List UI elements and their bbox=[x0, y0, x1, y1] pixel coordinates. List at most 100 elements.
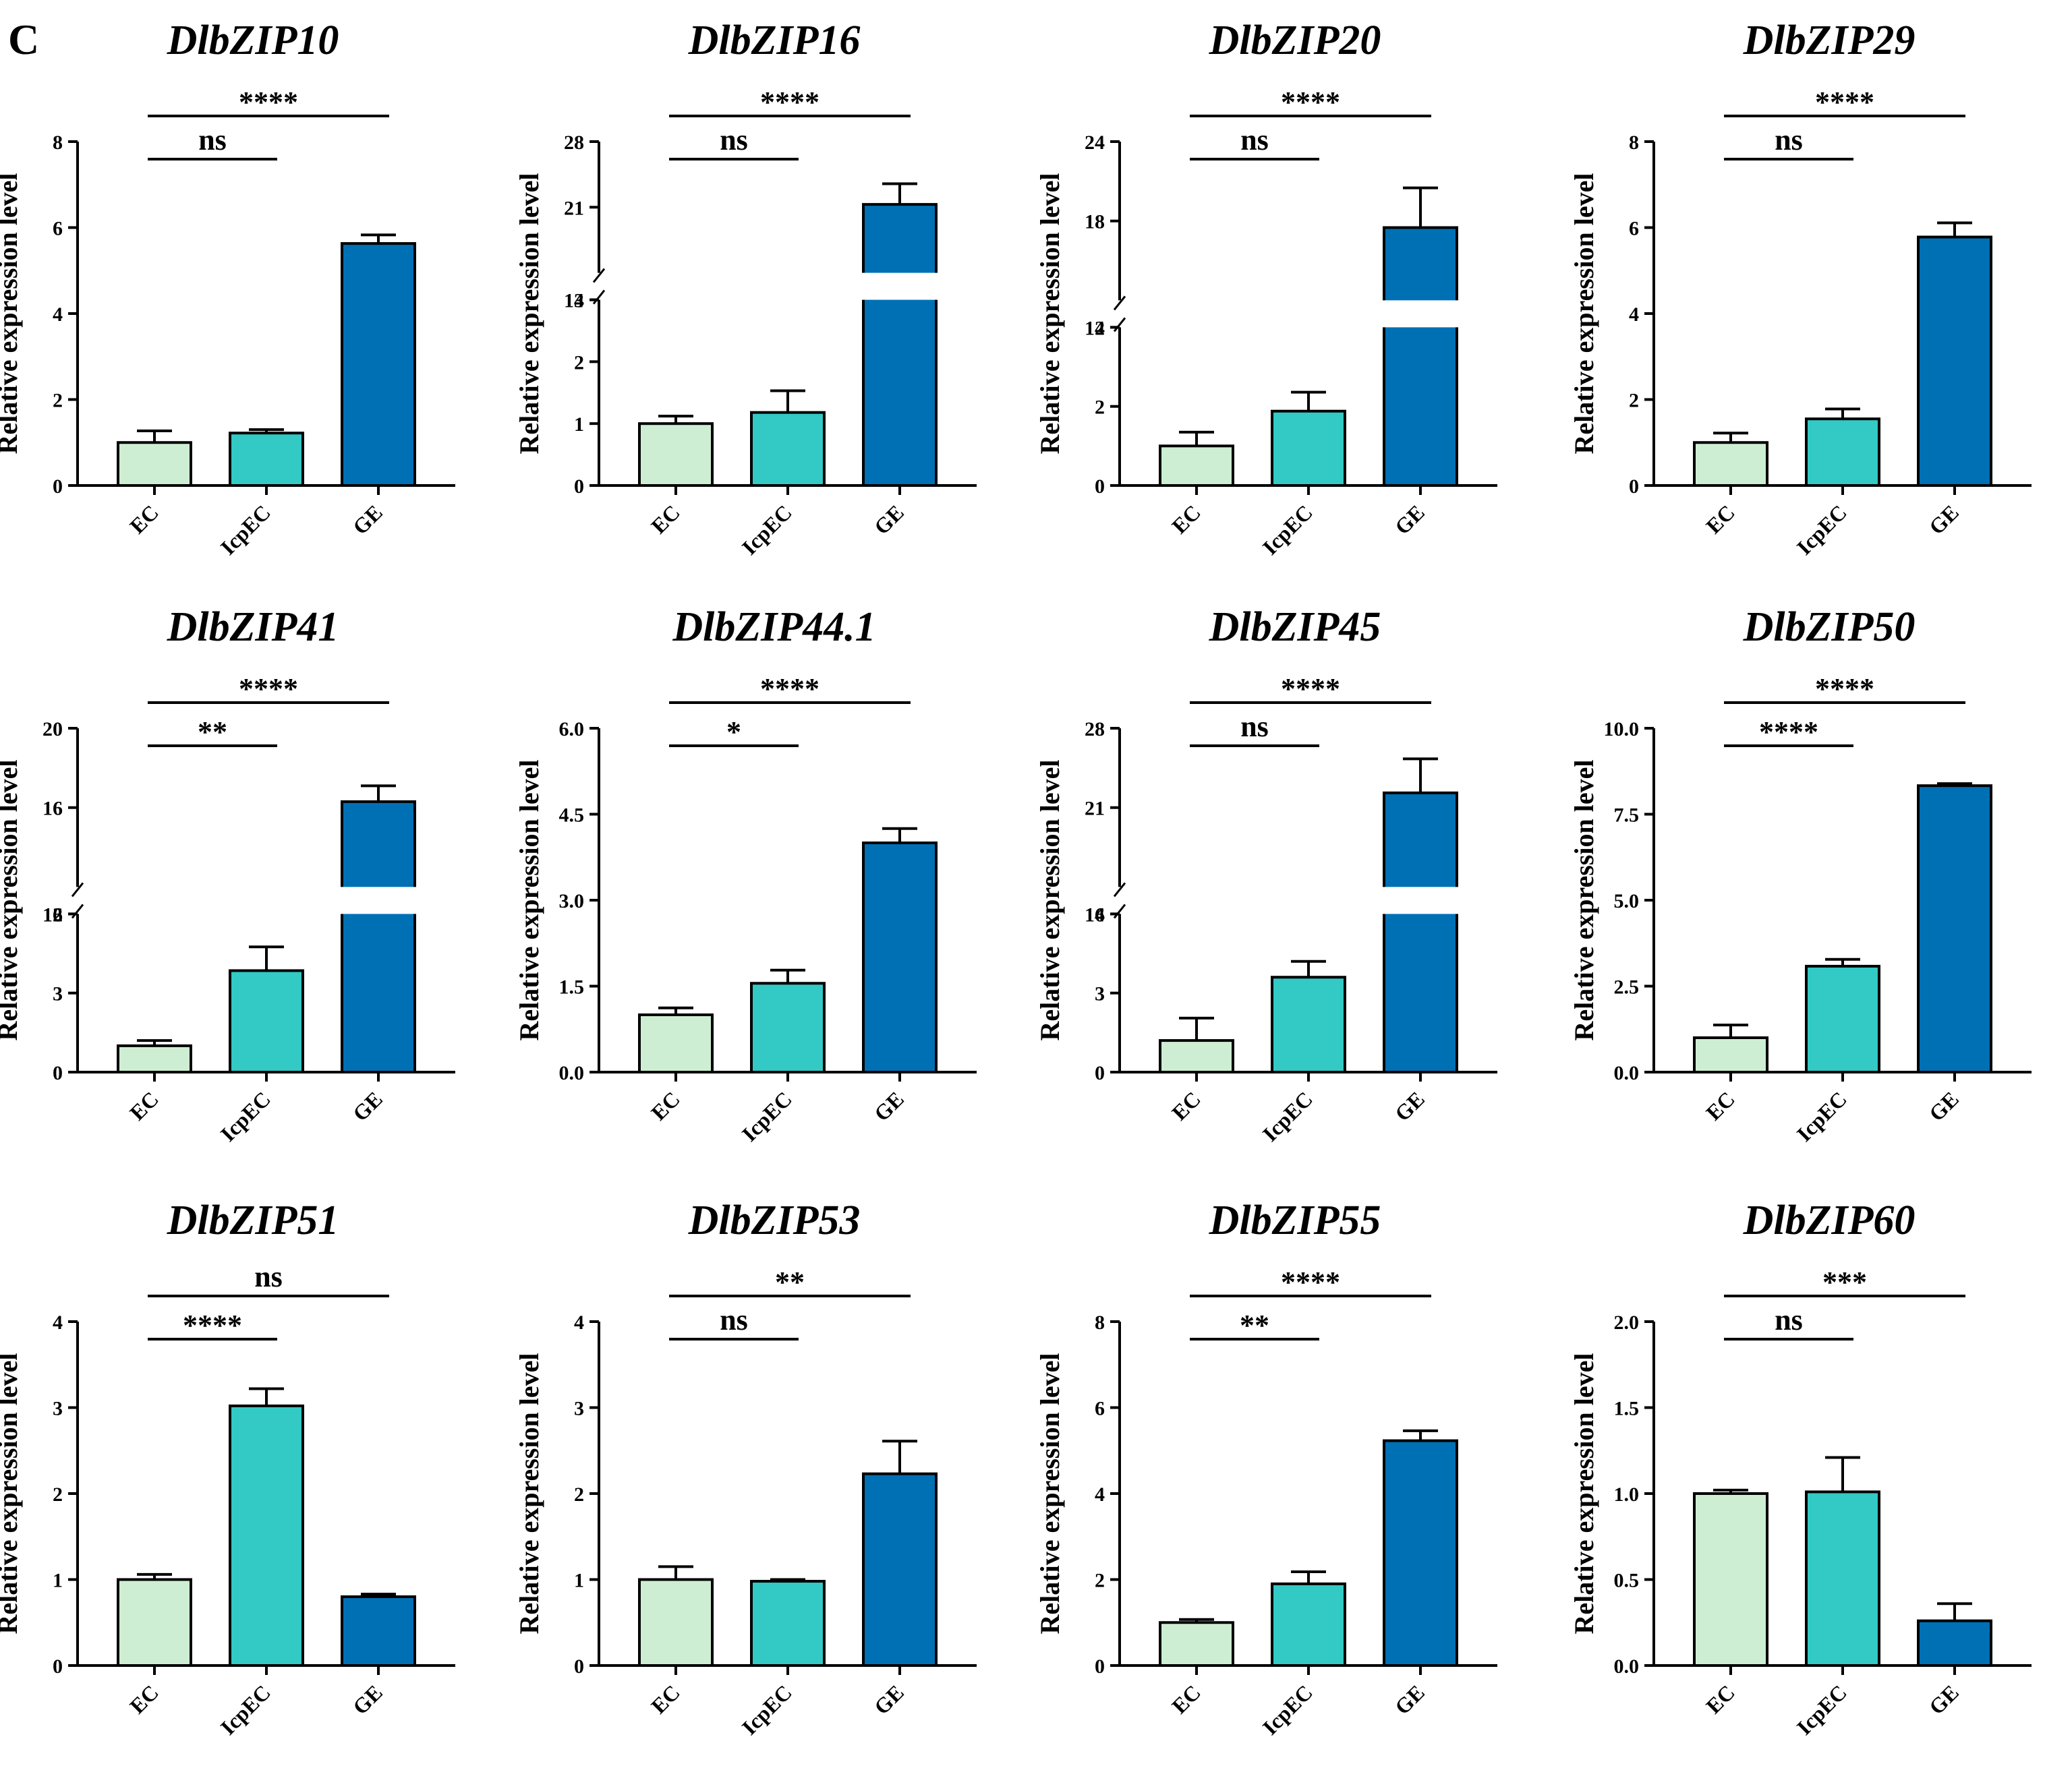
y-tick-label: 2.0 bbox=[1614, 1312, 1640, 1334]
bar-break-gap bbox=[1381, 887, 1460, 914]
chart-dlbzip41: DlbZIP41 Relative expression level 0 3 612 16… bbox=[0, 604, 455, 1146]
significance-label: **** bbox=[760, 672, 819, 705]
chart-dlbzip51: DlbZIP51 Relative expression level 0 1 2 3 4 EC… bbox=[0, 1198, 455, 1740]
y-tick-label: 3 bbox=[53, 1398, 63, 1420]
chart-dlbzip50: DlbZIP50 Relative expression level 0.0 2.5 5… bbox=[1569, 604, 2032, 1146]
y-tick-label: 21 bbox=[564, 197, 584, 219]
significance-label: **** bbox=[1759, 715, 1818, 748]
y-axis-label: Relative expression level bbox=[1035, 1353, 1065, 1634]
bar-ec bbox=[1693, 1492, 1768, 1667]
y-tick-label: 0 bbox=[574, 1655, 584, 1678]
y-tick-label: 4 bbox=[574, 1312, 584, 1334]
chart-title: DlbZIP50 bbox=[1743, 604, 1916, 650]
significance-label: ** bbox=[1240, 1309, 1269, 1342]
axis-break-mark bbox=[71, 904, 84, 919]
y-tick-label: 12 bbox=[1085, 317, 1105, 339]
chart-title: DlbZIP20 bbox=[1209, 18, 1381, 63]
bar-icpec bbox=[750, 1580, 826, 1668]
y-tick-label: 2 bbox=[1095, 1570, 1105, 1592]
y-tick-label: 16 bbox=[42, 798, 63, 820]
bar-icpec bbox=[750, 411, 826, 488]
x-tick-label: EC bbox=[1167, 1086, 1205, 1125]
bar-break-gap bbox=[861, 272, 939, 300]
bar-ge bbox=[862, 842, 938, 1073]
significance-label: *** bbox=[1822, 1266, 1867, 1299]
bar-ec bbox=[117, 1044, 192, 1074]
bar-ge bbox=[1383, 226, 1458, 487]
x-tick-label: IcpEC bbox=[216, 1680, 275, 1739]
bar-ge bbox=[1383, 1439, 1458, 1667]
y-tick-label: 0 bbox=[53, 1062, 63, 1084]
bar-icpec bbox=[1271, 976, 1346, 1073]
bar-ec bbox=[638, 1578, 714, 1667]
bar-icpec bbox=[1805, 417, 1880, 487]
bar-ge bbox=[862, 1472, 938, 1668]
significance-label: ns bbox=[720, 1303, 748, 1336]
x-tick-label: IcpEC bbox=[737, 1680, 797, 1739]
x-tick-label: IcpEC bbox=[216, 500, 275, 559]
chart-title: DlbZIP41 bbox=[167, 604, 339, 650]
y-axis-label: Relative expression level bbox=[1569, 1353, 1599, 1634]
y-tick-label: 0 bbox=[1095, 475, 1105, 498]
significance-label: **** bbox=[183, 1309, 242, 1342]
y-axis-label: Relative expression level bbox=[514, 173, 544, 454]
chart-title: DlbZIP29 bbox=[1743, 18, 1916, 63]
y-tick-label: 0.0 bbox=[1614, 1655, 1640, 1678]
significance-label: ns bbox=[720, 123, 748, 156]
chart-title: DlbZIP60 bbox=[1743, 1198, 1916, 1243]
chart-dlbzip16: DlbZIP16 Relative expression level 0 1 2 314 2… bbox=[514, 18, 977, 560]
chart-title: DlbZIP55 bbox=[1209, 1198, 1381, 1243]
y-tick-label: 0.0 bbox=[1614, 1062, 1640, 1084]
y-tick-label: 4 bbox=[53, 303, 63, 326]
bar-break-gap bbox=[1381, 300, 1460, 328]
y-tick-label: 2 bbox=[1095, 396, 1105, 419]
significance-label: **** bbox=[760, 86, 819, 119]
bar-icpec bbox=[1271, 1582, 1346, 1667]
y-tick-label: 28 bbox=[1085, 718, 1105, 740]
x-tick-label: IcpEC bbox=[737, 500, 797, 559]
y-tick-label: 1 bbox=[574, 1570, 584, 1592]
bar-ec bbox=[1159, 1039, 1234, 1073]
y-tick-label: 0 bbox=[1095, 1062, 1105, 1084]
significance-label: ** bbox=[775, 1266, 805, 1299]
x-tick-label: IcpEC bbox=[737, 1086, 797, 1146]
chart-title: DlbZIP10 bbox=[167, 18, 339, 63]
axis-break-mark bbox=[1113, 295, 1126, 311]
bar-ec bbox=[638, 1013, 714, 1073]
y-tick-label: 4.5 bbox=[559, 804, 585, 827]
y-axis-label: Relative expression level bbox=[1035, 173, 1065, 454]
significance-label: ** bbox=[198, 715, 227, 748]
bar-ge bbox=[862, 203, 938, 487]
significance-label: **** bbox=[1815, 672, 1874, 705]
y-tick-label: 20 bbox=[42, 718, 63, 740]
x-tick-label: EC bbox=[1167, 500, 1205, 538]
bar-icpec bbox=[229, 969, 304, 1073]
y-tick-label: 2 bbox=[574, 1483, 584, 1506]
x-tick-label: IcpEC bbox=[1258, 1086, 1317, 1146]
y-tick-label: 3 bbox=[574, 290, 584, 312]
bar-ec bbox=[1693, 1036, 1768, 1073]
y-axis-label: Relative expression level bbox=[0, 173, 23, 454]
x-tick-label: EC bbox=[125, 1680, 163, 1718]
y-tick-label: 2 bbox=[1629, 390, 1639, 412]
chart-title: DlbZIP16 bbox=[688, 18, 861, 63]
y-tick-label: 4 bbox=[1629, 303, 1639, 326]
y-tick-label: 1.5 bbox=[559, 976, 585, 999]
y-tick-label: 6 bbox=[53, 218, 63, 240]
x-tick-label: GE bbox=[348, 1680, 387, 1719]
y-axis-label: Relative expression level bbox=[1035, 760, 1065, 1041]
y-tick-label: 0.0 bbox=[559, 1062, 585, 1084]
y-tick-label: 0 bbox=[1629, 475, 1639, 498]
y-tick-label: 21 bbox=[1085, 798, 1105, 820]
chart-title: DlbZIP53 bbox=[688, 1198, 861, 1243]
x-tick-label: IcpEC bbox=[1792, 1086, 1851, 1146]
x-tick-label: EC bbox=[646, 1086, 685, 1125]
bar-ge bbox=[341, 800, 416, 1074]
chart-dlbzip44-1: DlbZIP44.1 Relative expression level 0.0 1.… bbox=[514, 604, 977, 1146]
y-tick-label: 0 bbox=[53, 475, 63, 498]
chart-title: DlbZIP45 bbox=[1209, 604, 1381, 650]
y-axis-label: Relative expression level bbox=[514, 1353, 544, 1634]
bar-icpec bbox=[229, 1404, 304, 1667]
